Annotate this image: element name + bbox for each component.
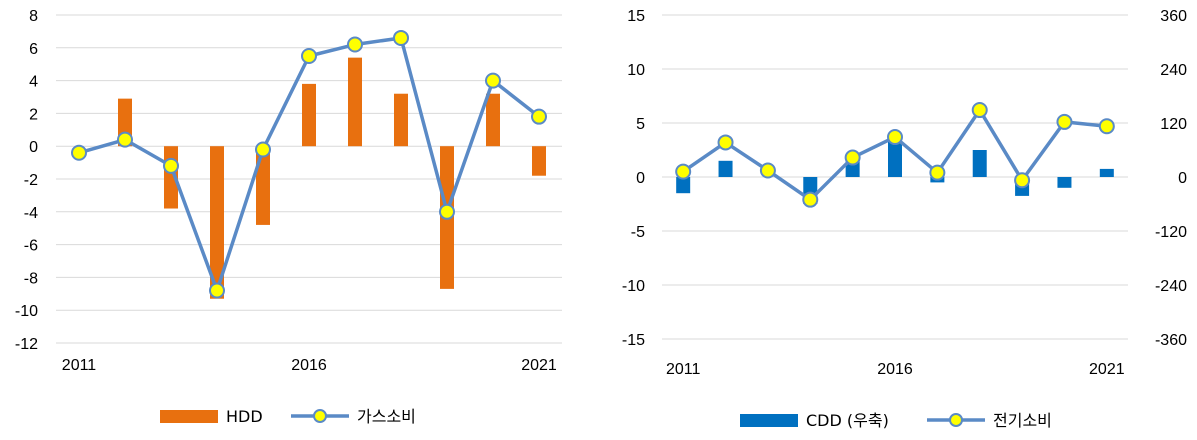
bar [532,146,546,176]
line-point [717,134,734,151]
legend-label-line: 가스소비 [357,407,416,426]
line-point [209,282,225,299]
y-tick-label: 8 [29,8,38,25]
bar [718,160,733,177]
y-tick-label: 2 [29,106,38,123]
legend-swatch-bar [160,410,218,423]
legend-swatch-marker [949,413,963,427]
line-point [802,191,819,208]
line-point [531,108,547,125]
line-point [759,162,776,179]
line-point [255,141,271,158]
bar [972,150,987,177]
x-tick-label: 2011 [62,357,97,374]
legend-swatch-bar [740,414,798,427]
y2-tick-label: 240 [1160,62,1187,79]
legend-label-line: 전기소비 [993,411,1052,430]
y-tick-label: 15 [627,8,645,25]
y-tick-label: 0 [29,139,38,156]
y-tick-label: 5 [636,116,645,133]
y2-tick-label: -120 [1155,224,1187,241]
y2-tick-label: 0 [1178,170,1187,187]
y-tick-label: -10 [622,278,645,295]
y-tick-label: -10 [15,303,38,320]
line-point [347,36,363,53]
y2-tick-label: 120 [1160,116,1187,133]
bar [888,139,902,177]
y-tick-label: -15 [622,332,645,349]
bar [1099,168,1114,177]
chart-cdd-electricity: 15 10 5 0 -5 -10 -15 360 240 120 0 -120 -240 -360 2011… [622,8,1187,430]
line-point [163,157,179,174]
line-point [1014,172,1031,189]
y2-tick-label: -360 [1155,332,1187,349]
legend-label-bar: HDD [226,407,263,426]
bar [348,57,362,147]
line-point [117,131,133,148]
y-tick-label: -2 [24,172,38,189]
line-point [844,149,861,166]
line-point [675,163,692,180]
legend-label-bar: CDD (우축) [806,411,889,430]
line-point [1098,118,1115,135]
y-tick-label: 4 [29,74,38,91]
legend-swatch-marker [313,409,327,423]
y2-tick-label: -240 [1155,278,1187,295]
line-point [485,72,501,89]
line-point [887,129,903,146]
line-point [929,164,946,181]
y-tick-label: -5 [631,224,645,241]
line-point [971,102,988,119]
line-point [439,203,455,220]
line-point [393,29,409,46]
y-tick-label: -8 [24,270,38,287]
series-line [78,36,541,293]
y2-tick-label: 360 [1160,8,1187,25]
x-tick-label: 2021 [521,357,557,374]
bar [676,177,691,194]
bar [486,93,500,147]
chart-hdd-gas: 8 6 4 2 0 -2 -4 -6 -8 -10 -12 2011 2016 2021 HDD 가스소비 [15,8,562,426]
x-tick-label: 2011 [666,361,701,378]
x-tick-label: 2016 [291,357,327,374]
bar [210,146,224,299]
bar [302,83,316,147]
x-tick-label: 2016 [877,361,913,378]
y-tick-label: 10 [627,62,645,79]
y-tick-label: -4 [24,205,38,222]
y-tick-label: -12 [15,336,38,353]
line-point [301,48,317,64]
line-point [1056,113,1073,130]
bar [256,146,270,225]
y-tick-label: 0 [636,170,645,187]
y-tick-label: -6 [24,238,38,255]
line-point [71,144,87,161]
y-tick-label: 6 [29,41,38,58]
bar [1057,177,1072,188]
bar [394,93,408,147]
x-tick-label: 2021 [1089,361,1125,378]
